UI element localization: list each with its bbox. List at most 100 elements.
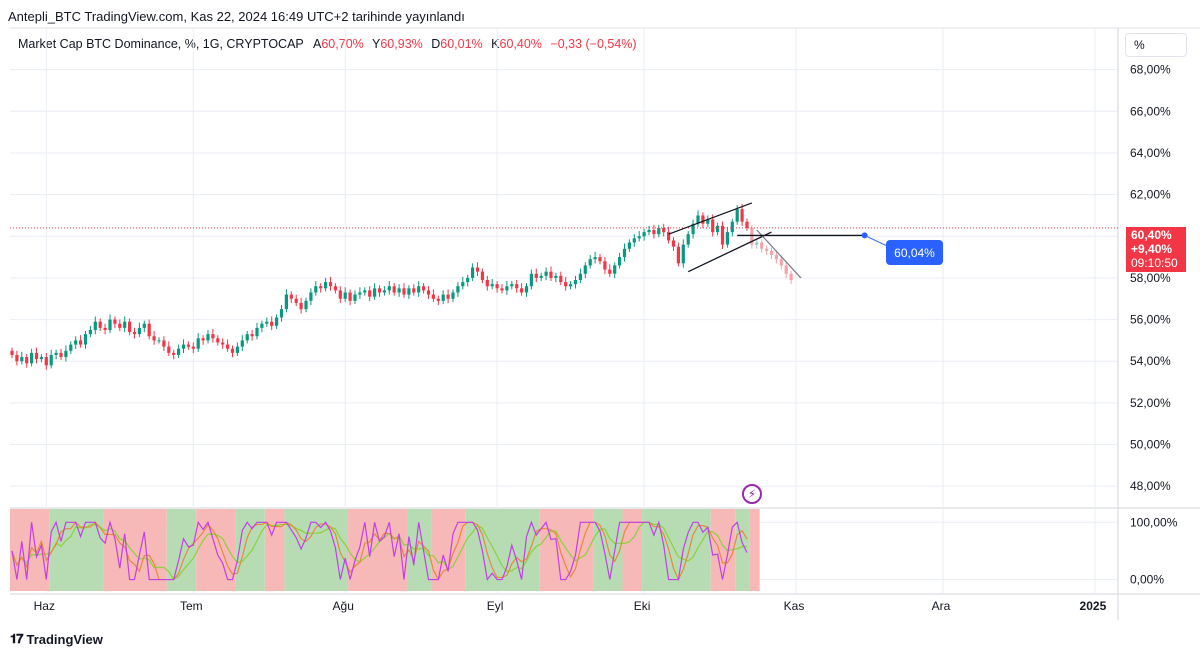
candle-body <box>524 286 529 293</box>
tradingview-logo-icon: 𝟏𝟕 <box>10 631 24 646</box>
candle-body <box>162 340 166 347</box>
time-tick-label: 2025 <box>1080 599 1107 613</box>
candle-body <box>39 357 43 360</box>
scale-percent-button[interactable]: % <box>1125 33 1187 57</box>
candle-body <box>681 244 685 264</box>
candle-body <box>671 240 676 247</box>
candlestick-series <box>10 203 749 370</box>
candle-body <box>510 284 514 287</box>
candle-body <box>132 332 137 335</box>
candle-body <box>618 257 622 266</box>
candle-body <box>554 275 558 278</box>
candle-body <box>353 294 357 301</box>
candle-body <box>152 336 156 341</box>
candle-body <box>49 354 53 366</box>
candle-body <box>387 286 391 291</box>
price-tick-label: 64,00% <box>1130 146 1171 160</box>
candle-body <box>407 288 411 295</box>
legend-change: −0,33 (−0,54%) <box>550 37 637 51</box>
price-tick-label: 62,00% <box>1130 188 1171 202</box>
candle-body <box>647 230 651 233</box>
osc-zone-green <box>642 509 711 591</box>
candle-body <box>167 346 171 353</box>
candle-body <box>539 275 543 278</box>
trend-drawings <box>10 202 1118 279</box>
osc-zone-green <box>593 509 623 591</box>
candle-body <box>98 321 102 328</box>
legend-symbol: Market Cap BTC Dominance, %, 1G, CRYPTOC… <box>18 37 304 51</box>
candle-body <box>569 284 573 287</box>
legend-close-label: K <box>491 37 500 51</box>
candle-body <box>324 282 328 289</box>
candle-body <box>632 238 636 243</box>
candle-body <box>436 298 440 301</box>
osc-zone-green <box>49 509 104 591</box>
candle-body <box>588 259 592 266</box>
candle-body <box>652 230 656 235</box>
candle-body <box>578 273 582 280</box>
candle-body <box>181 344 186 349</box>
projected-candles <box>750 224 793 285</box>
candle-body <box>108 319 112 330</box>
channel-lower-line <box>687 231 772 273</box>
candle-body <box>549 271 553 278</box>
candle-body <box>583 265 587 274</box>
candle-body <box>270 321 274 326</box>
candle-body <box>593 257 597 260</box>
candle-body <box>466 277 470 283</box>
osc-zone-red <box>264 509 285 591</box>
candle-body <box>59 352 63 358</box>
candle-body <box>451 292 455 299</box>
candle-body <box>304 300 308 310</box>
publisher-line: Antepli_BTC TradingView.com, Kas 22, 202… <box>8 9 465 24</box>
candle-body <box>534 273 538 278</box>
price-tick-label: 52,00% <box>1130 396 1171 410</box>
candle-body <box>88 329 92 335</box>
legend-open-label: A <box>313 37 322 51</box>
price-tick-label: 54,00% <box>1130 354 1171 368</box>
candle-body <box>441 294 445 301</box>
price-axis: 48,00%50,00%52,00%54,00%56,00%58,00%60,0… <box>1130 63 1178 587</box>
candle-body <box>83 334 88 345</box>
osc-zone-red <box>622 509 643 591</box>
time-axis: HazTemAğuEylEkiKasAra2025Şub <box>34 599 1107 613</box>
target-callout-line <box>864 234 887 246</box>
osc-tick-label: 0,00% <box>1130 573 1164 587</box>
candle-body <box>255 327 259 337</box>
badge-price: 60,40% <box>1131 228 1172 242</box>
candle-body <box>235 346 239 353</box>
candle-body <box>363 290 367 293</box>
candle-body <box>471 267 475 278</box>
candle-body <box>529 273 533 287</box>
candle-body <box>245 334 249 341</box>
candle-body <box>642 232 646 237</box>
candle-body <box>230 348 235 353</box>
candle-body <box>667 232 671 241</box>
ghost-candle-body <box>784 265 788 274</box>
candle-body <box>456 286 460 293</box>
candle-body <box>177 348 181 355</box>
candle-body <box>79 340 83 345</box>
osc-zone-red <box>431 509 466 591</box>
candle-body <box>15 354 19 362</box>
candle-body <box>186 344 190 347</box>
candle-body <box>520 288 524 293</box>
legend-high-label: Y <box>372 37 381 51</box>
legend-close-value: 60,40% <box>499 37 542 51</box>
candle-body <box>172 352 176 355</box>
candle-body <box>446 294 450 299</box>
candle-body <box>475 267 480 272</box>
legend-low-value: 60,01% <box>440 37 483 51</box>
candle-body <box>123 321 127 328</box>
candle-body <box>265 321 269 324</box>
flash-icon[interactable]: ⚡ <box>742 484 762 504</box>
candle-body <box>417 286 421 293</box>
price-tick-label: 48,00% <box>1130 479 1171 493</box>
candle-body <box>377 288 382 293</box>
candle-body <box>573 279 578 285</box>
candle-body <box>226 344 230 349</box>
time-tick-label: Ağu <box>333 599 354 613</box>
candle-body <box>691 223 695 235</box>
candle-body <box>559 275 563 283</box>
